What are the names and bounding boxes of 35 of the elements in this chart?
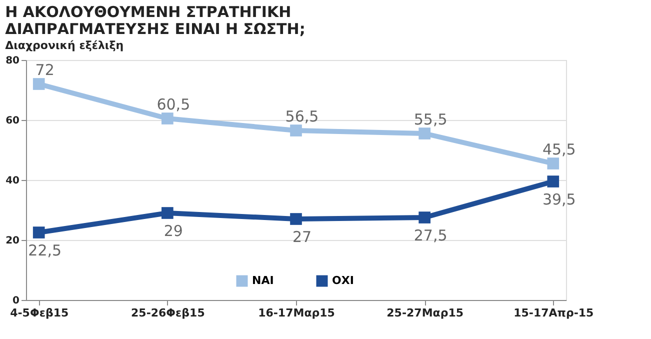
data-label: 29: [164, 222, 183, 240]
x-tick-label: 4-5Φεβ15: [10, 306, 69, 320]
point: [547, 176, 560, 188]
data-label: 72: [35, 61, 54, 79]
point: [162, 207, 174, 219]
y-tick-label: 80: [6, 56, 20, 66]
point: [32, 226, 45, 238]
data-label: 56,5: [285, 108, 319, 126]
data-label: 22,5: [28, 242, 62, 260]
y-tick-label: 20: [6, 236, 20, 246]
x-tick-label: 16-17Μαρ15: [258, 306, 335, 320]
legend-label: ΟΧΙ: [332, 274, 354, 287]
data-label: 55,5: [414, 110, 448, 128]
data-label: 60,5: [156, 96, 190, 114]
point: [418, 212, 430, 224]
x-tick-label: 25-26Φεβ15: [131, 306, 205, 320]
chart-subtitle: Διαχρονική εξέλιξη: [5, 39, 124, 52]
text: Η ΑΚΟΛΟΥΘΟΥΜΕΝΗ ΣΤΡΑΤΗΓΙΚΗ: [5, 3, 292, 21]
data-label: 27: [292, 228, 312, 246]
legend-label: ΝΑΙ: [252, 274, 274, 287]
x-tick-label: 25-27Μαρ15: [386, 306, 464, 320]
y-tick-label: 0: [12, 296, 20, 306]
point: [162, 112, 174, 124]
data-label: 27,5: [414, 226, 448, 244]
y-tick-label: 40: [6, 176, 20, 186]
y-tick-label: 60: [6, 116, 20, 126]
point: [547, 158, 560, 170]
point: [32, 78, 45, 90]
point: [290, 213, 302, 225]
point: [418, 128, 430, 140]
data-label: 39,5: [542, 190, 576, 208]
text: ΔΙΑΠΡΑΓΜΑΤΕΥΣΗΣ ΕΙΝΑΙ Η ΣΩΣΤΗ;: [5, 20, 306, 38]
x-tick-label: 15-17Απρ-15: [514, 306, 594, 320]
point: [290, 124, 302, 136]
data-label: 45,5: [542, 140, 576, 158]
